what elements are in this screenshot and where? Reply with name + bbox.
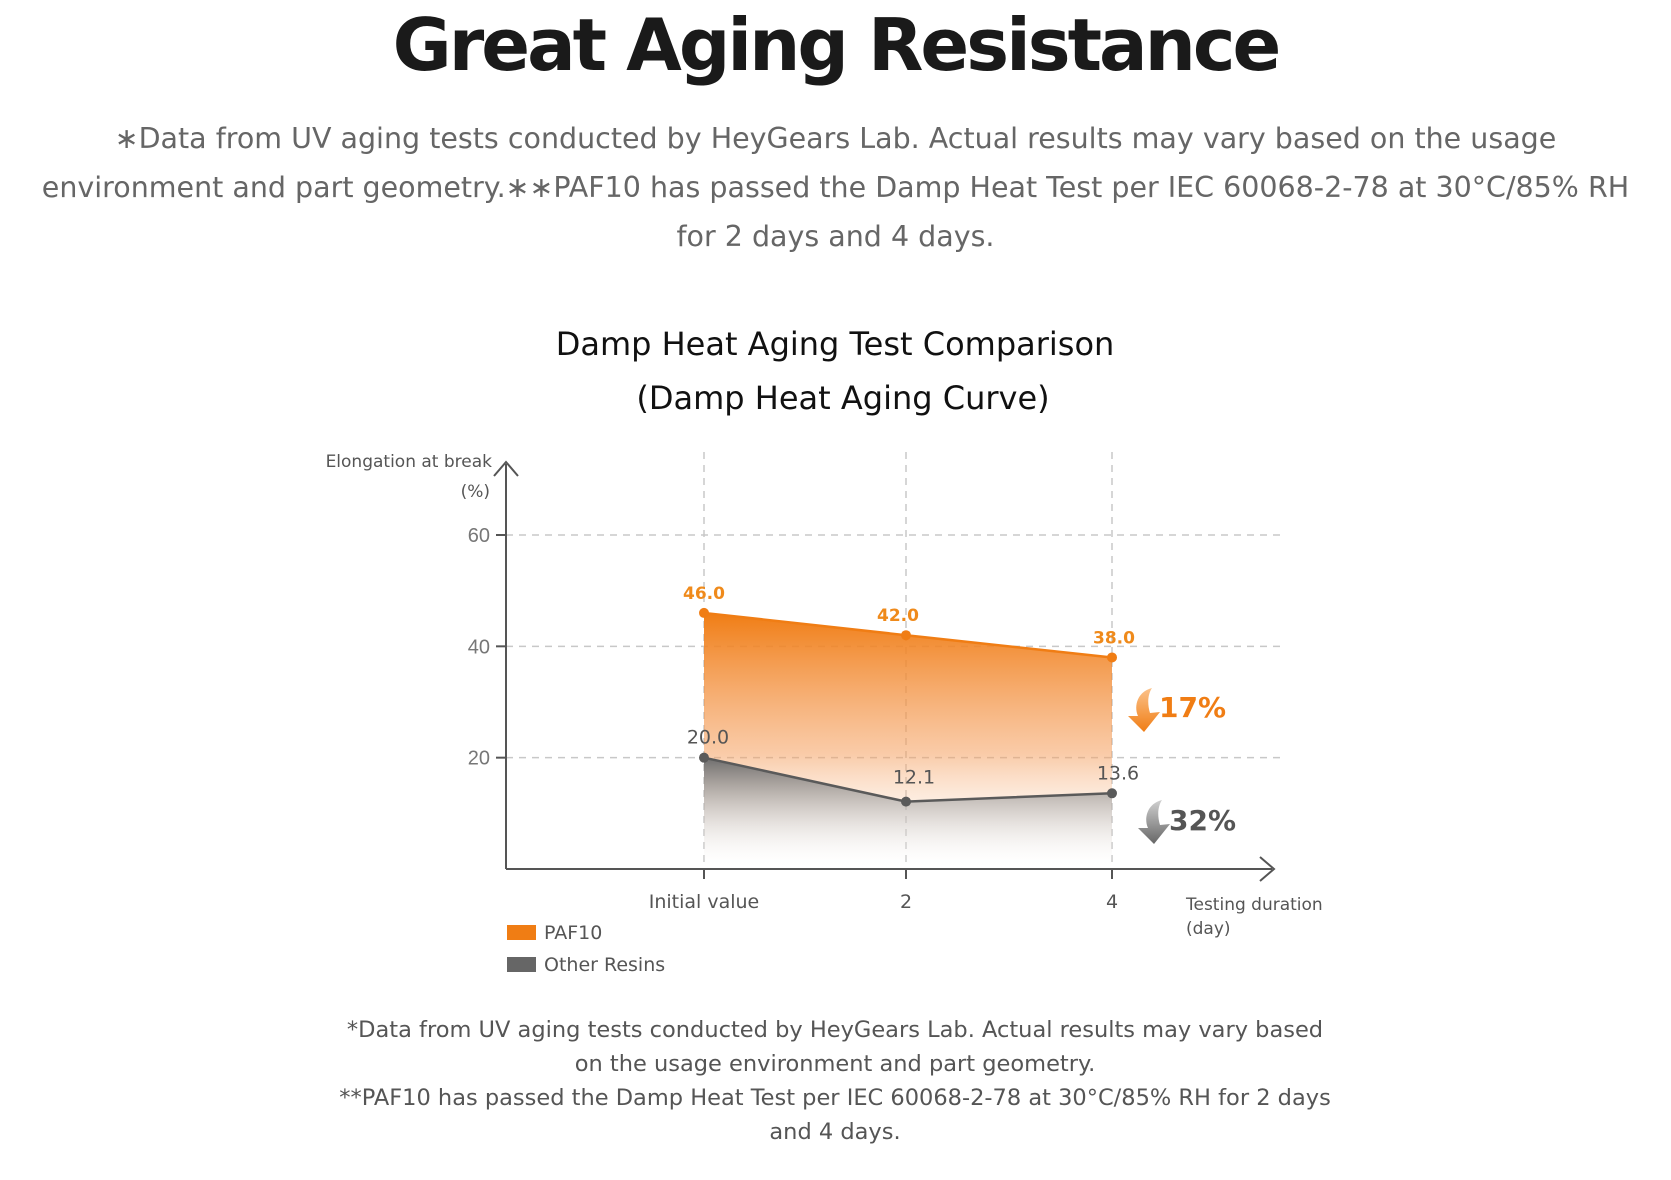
data-point xyxy=(901,796,911,807)
data-label: 12.1 xyxy=(893,767,935,789)
page-headline: Great Aging Resistance xyxy=(392,3,1282,87)
legend-swatch-other-resins xyxy=(507,957,536,972)
x-axis-label: Testing duration xyxy=(1185,895,1323,915)
data-label: 38.0 xyxy=(1093,628,1135,648)
x-axis-arrow xyxy=(1259,856,1276,882)
axis-ticks: 60 40 20 Initial value 2 4 xyxy=(468,525,1118,913)
data-labels: 46.0 42.0 38.0 20.0 12.1 13.6 xyxy=(683,584,1139,789)
footnote-line-2: **PAF10 has passed the Damp Heat Test pe… xyxy=(339,1085,1331,1145)
series-areas xyxy=(704,612,1112,869)
data-point xyxy=(699,752,709,763)
down-arrow-icon xyxy=(1138,800,1170,844)
legend: PAF10 Other Resins xyxy=(507,922,665,976)
y-tick-label: 20 xyxy=(468,748,490,770)
y-axis-unit: (%) xyxy=(461,482,490,502)
y-tick-label: 60 xyxy=(468,525,490,547)
data-label: 42.0 xyxy=(877,606,919,626)
down-arrow-icon xyxy=(1128,688,1160,732)
data-point xyxy=(1107,788,1117,799)
x-axis-unit: (day) xyxy=(1186,919,1231,939)
intro-text: ∗Data from UV aging tests conducted by H… xyxy=(41,122,1630,253)
data-label: 20.0 xyxy=(687,727,729,749)
axes xyxy=(493,460,1276,882)
y-axis-label: Elongation at break xyxy=(326,452,493,472)
x-tick-label: Initial value xyxy=(649,891,760,913)
footnote: *Data from UV aging tests conducted by H… xyxy=(335,1013,1335,1149)
legend-label-paf10: PAF10 xyxy=(544,922,602,944)
data-point xyxy=(1107,652,1117,663)
paf10-change-label: 17% xyxy=(1159,691,1226,724)
y-axis-arrow xyxy=(493,460,519,477)
chart-title: Damp Heat Aging Test Comparison xyxy=(556,325,1115,363)
paf10-change-indicator: 17% xyxy=(1128,688,1226,732)
y-tick-label: 40 xyxy=(468,636,490,658)
data-label: 46.0 xyxy=(683,584,725,604)
legend-label-other-resins: Other Resins xyxy=(544,954,665,976)
x-tick-label: 2 xyxy=(900,891,912,913)
data-point xyxy=(699,607,709,618)
damp-heat-chart: Damp Heat Aging Test Comparison (Damp He… xyxy=(326,325,1323,976)
other-change-indicator: 32% xyxy=(1138,800,1236,844)
legend-swatch-paf10 xyxy=(507,925,536,940)
data-points xyxy=(699,607,1117,807)
data-point xyxy=(901,630,911,641)
other-change-label: 32% xyxy=(1169,804,1236,837)
series-area-other-resins xyxy=(704,757,1112,869)
x-tick-label: 4 xyxy=(1106,891,1118,913)
data-label: 13.6 xyxy=(1097,762,1139,784)
chart-subtitle: (Damp Heat Aging Curve) xyxy=(636,379,1049,417)
footnote-line-1: *Data from UV aging tests conducted by H… xyxy=(346,1017,1324,1077)
